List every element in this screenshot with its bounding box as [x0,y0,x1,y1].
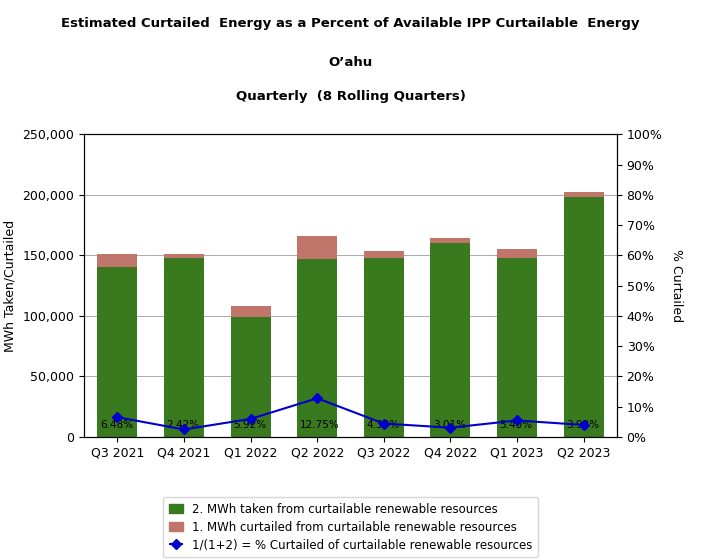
Text: Estimated Curtailed  Energy as a Percent of Available IPP Curtailable  Energy: Estimated Curtailed Energy as a Percent … [61,17,640,30]
Text: 12.75%: 12.75% [300,419,340,430]
Text: 3.01%: 3.01% [433,419,466,430]
Bar [297,236,337,259]
Text: 4.38%: 4.38% [367,419,400,430]
Bar [497,258,537,437]
Text: 5.92%: 5.92% [233,419,266,430]
Y-axis label: % Curtailed: % Curtailed [670,249,683,322]
Bar [364,250,404,258]
Bar [164,258,204,437]
Bar [231,317,271,437]
Bar [364,258,404,437]
Bar [164,254,204,258]
Bar [97,268,137,437]
Text: Oʼahu: Oʼahu [328,56,373,69]
Bar [97,254,137,268]
Text: 5.40%: 5.40% [500,419,533,430]
Bar [231,306,271,317]
Bar [430,239,470,243]
Bar [297,259,337,437]
Bar [564,192,604,197]
Text: 6.48%: 6.48% [100,419,133,430]
Bar [564,197,604,437]
Bar [430,243,470,437]
Y-axis label: MWh Taken/Curtailed: MWh Taken/Curtailed [4,220,17,352]
Text: Quarterly  (8 Rolling Quarters): Quarterly (8 Rolling Quarters) [236,90,465,102]
Bar [497,249,537,258]
Text: 2.42%: 2.42% [167,419,200,430]
Legend: 2. MWh taken from curtailable renewable resources, 1. MWh curtailed from curtail: 2. MWh taken from curtailable renewable … [163,497,538,557]
Text: 3.92%: 3.92% [566,419,599,430]
